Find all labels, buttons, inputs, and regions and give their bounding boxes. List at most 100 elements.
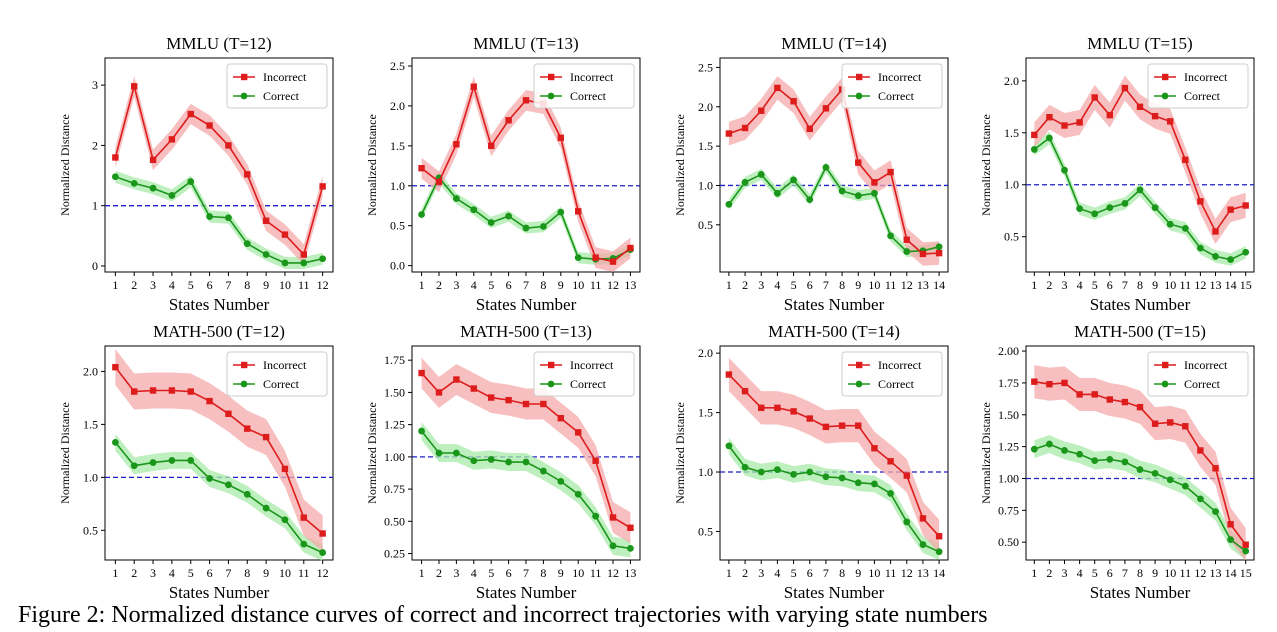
data-point-correct <box>838 474 846 482</box>
data-point-incorrect <box>1121 398 1129 406</box>
data-point-incorrect <box>822 423 830 431</box>
x-tick-label: 4 <box>774 278 780 292</box>
legend-label-correct: Correct <box>263 89 300 103</box>
data-point-correct <box>903 248 911 255</box>
data-point-correct <box>935 243 943 251</box>
x-tick-label: 4 <box>1077 566 1083 580</box>
data-point-incorrect <box>1091 94 1098 101</box>
data-point-incorrect <box>575 208 582 215</box>
data-point-correct <box>243 240 251 248</box>
y-tick-label: 1.0 <box>698 178 713 192</box>
data-point-correct <box>741 178 749 186</box>
legend-label-incorrect: Incorrect <box>263 70 307 84</box>
x-tick-label: 10 <box>1164 566 1176 580</box>
data-point-correct <box>887 232 894 240</box>
data-point-incorrect <box>225 410 232 418</box>
y-tick-label: 0.5 <box>698 524 713 538</box>
legend-label-correct: Correct <box>570 89 607 103</box>
data-point-incorrect <box>1227 521 1234 528</box>
x-tick-label: 2 <box>1046 278 1052 292</box>
data-point-incorrect <box>1182 156 1189 164</box>
x-tick-label: 7 <box>1122 566 1128 580</box>
x-tick-label: 13 <box>624 278 636 292</box>
data-point-correct <box>887 490 894 497</box>
x-axis-label: States Number <box>169 295 270 314</box>
data-point-incorrect <box>592 254 599 261</box>
data-point-correct <box>774 466 781 474</box>
data-point-correct <box>854 192 862 200</box>
chart-title: MATH-500 (T=12) <box>153 322 285 341</box>
legend-label-correct: Correct <box>1184 89 1221 103</box>
legend-marker-incorrect <box>856 361 863 369</box>
data-point-correct <box>1242 547 1250 555</box>
x-tick-label: 12 <box>607 278 619 292</box>
x-tick-label: 4 <box>169 566 175 580</box>
data-point-incorrect <box>522 97 530 104</box>
data-point-correct <box>741 463 749 471</box>
legend-frame <box>841 351 943 397</box>
x-tick-label: 3 <box>1062 278 1068 292</box>
plot-frame <box>719 57 949 273</box>
y-tick-label: 2.0 <box>1004 74 1019 88</box>
data-point-correct <box>1227 256 1234 263</box>
data-point-incorrect <box>903 472 910 479</box>
x-tick-label: 7 <box>823 278 829 292</box>
x-tick-label: 10 <box>1164 278 1176 292</box>
data-point-correct <box>609 542 617 550</box>
series-line-incorrect <box>728 86 940 255</box>
data-point-incorrect <box>1197 447 1204 454</box>
data-point-correct <box>149 459 157 466</box>
y-tick-label: 0.0 <box>390 259 405 273</box>
data-point-correct <box>225 214 232 222</box>
data-point-correct <box>1181 482 1189 490</box>
data-point-incorrect <box>131 83 138 90</box>
x-tick-label: 8 <box>1137 278 1143 292</box>
x-tick-label: 6 <box>1107 278 1113 292</box>
data-point-correct <box>854 479 862 487</box>
x-tick-label: 9 <box>263 566 269 580</box>
x-tick-label: 11 <box>1180 278 1192 292</box>
data-point-incorrect <box>935 249 943 257</box>
y-tick-label: 1 <box>92 199 98 213</box>
x-axis-label: States Number <box>476 583 577 602</box>
data-point-incorrect <box>592 457 599 464</box>
data-point-incorrect <box>1091 391 1098 398</box>
x-axis-label: States Number <box>169 583 270 602</box>
x-tick-label: 7 <box>523 566 529 580</box>
x-tick-label: 6 <box>506 278 512 292</box>
data-point-incorrect <box>609 514 617 521</box>
x-tick-label: 4 <box>471 566 477 580</box>
data-point-incorrect <box>319 530 326 537</box>
data-point-incorrect <box>903 236 910 243</box>
x-tick-label: 1 <box>112 278 118 292</box>
legend-marker-incorrect <box>856 73 863 81</box>
data-point-incorrect <box>919 515 927 522</box>
x-tick-label: 13 <box>1209 278 1221 292</box>
data-point-incorrect <box>131 388 138 395</box>
x-tick-label: 5 <box>188 278 194 292</box>
chart-title: MATH-500 (T=13) <box>460 322 592 341</box>
x-tick-label: 7 <box>523 278 529 292</box>
data-point-incorrect <box>1046 114 1053 121</box>
legend-marker-correct <box>855 380 863 388</box>
y-tick-label: 0.5 <box>1004 230 1019 244</box>
confidence-band-incorrect <box>1034 75 1246 244</box>
y-axis-label: Normalized Distance <box>365 402 379 504</box>
data-point-incorrect <box>300 514 307 521</box>
x-tick-label: 12 <box>607 566 619 580</box>
x-tick-label: 12 <box>901 566 913 580</box>
series-line-correct <box>728 165 940 253</box>
legend-label-correct: Correct <box>1184 377 1221 391</box>
data-point-incorrect <box>319 183 326 190</box>
x-axis-label: States Number <box>476 295 577 314</box>
data-point-incorrect <box>790 98 797 105</box>
data-point-correct <box>1091 457 1099 465</box>
legend-label-incorrect: Incorrect <box>263 358 307 372</box>
y-tick-label: 2.0 <box>698 100 713 114</box>
data-point-correct <box>822 473 830 481</box>
y-tick-label: 1.50 <box>384 385 405 399</box>
chart-panel-8: MATH-500 (T=15)1 2 3 4 5 6 7 8 9 10 11 12 13 14 150.50… <box>979 322 1255 602</box>
data-point-correct <box>1181 224 1189 232</box>
y-tick-label: 1.0 <box>83 470 98 484</box>
y-tick-label: 1.0 <box>1004 178 1019 192</box>
